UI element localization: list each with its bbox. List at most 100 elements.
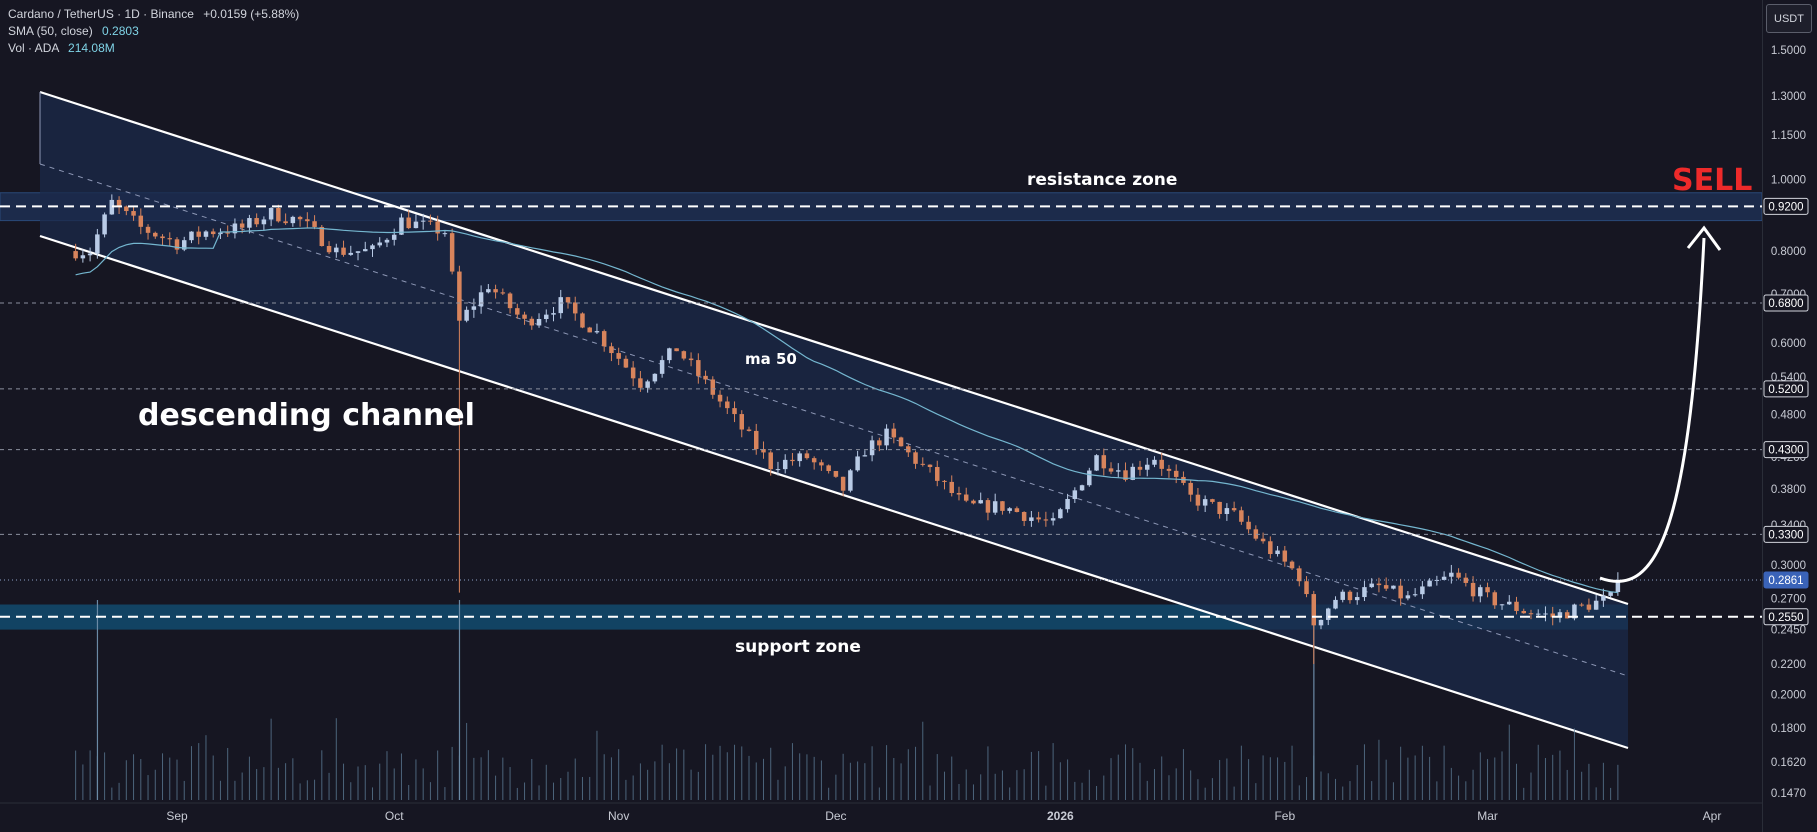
candle-body [515,308,520,315]
volume-bar [1240,745,1242,800]
volume-bar [198,743,200,800]
volume-spike-bar [1313,600,1315,800]
volume-bar [661,744,663,800]
volume-bar [741,746,743,800]
candle-body [667,348,672,361]
candle-body [1528,613,1534,615]
y-tick-label: 0.2700 [1771,594,1806,606]
volume-bar [1277,757,1279,800]
volume-bar [176,759,178,800]
volume-bar [350,782,352,800]
volume-bar [227,747,229,800]
price-label-text: 0.2550 [1768,612,1803,624]
legend-sma-row[interactable]: SMA (50, close) 0.2803 [8,23,299,40]
volume-bar [1414,755,1416,800]
volume-bar [1552,754,1554,800]
candle-body [305,219,310,222]
volume-bar [799,753,801,800]
volume-bar [212,755,214,800]
currency-button[interactable]: USDT [1766,4,1812,33]
volume-bar [639,763,641,800]
candle-body [594,331,600,333]
volume-bar [1421,745,1423,800]
volume-bar [509,767,511,800]
candle-body [1188,482,1193,495]
volume-bar [1523,787,1525,800]
candle-body [1579,604,1584,606]
volume-bar [987,746,989,800]
volume-bar [1342,786,1344,800]
candle-body [725,401,730,409]
price-label-text: 0.6800 [1768,298,1803,310]
volume-bar [205,735,207,800]
candle-body [1463,577,1469,583]
candle-body [580,313,585,328]
volume-bar [632,775,634,800]
candle-body [95,234,100,254]
channel-layer [39,90,1629,750]
y-tick-label: 0.6000 [1771,338,1806,350]
candle-body [160,236,165,239]
volume-bar [408,784,410,800]
volume-bar [784,766,786,800]
volume-bar [922,721,924,800]
legend-title-row[interactable]: Cardano / TetherUS · 1D · Binance +0.015… [8,6,299,23]
candle-body [1195,494,1201,506]
sma-value: 0.2803 [102,24,139,38]
price-label-box [1763,571,1809,589]
volume-bar [886,745,888,800]
volume-bar [864,763,866,800]
candle-body [572,302,578,314]
candle-body [1217,501,1222,514]
volume-bar [1226,758,1228,800]
sma-50-line [75,227,1618,594]
volume-bar [791,743,793,800]
channel-lower-line [39,234,1629,750]
x-tick-label: Feb [1274,809,1295,823]
candle-body [1065,499,1070,510]
volume-bar [1219,759,1221,800]
candle-body [551,313,556,315]
symbol-title[interactable]: Cardano / TetherUS · 1D · Binance [8,7,194,21]
volume-bar [1436,781,1438,800]
legend-vol-row[interactable]: Vol · ADA 214.08M [8,40,299,57]
candle-body [949,481,954,494]
candle-body [247,218,252,228]
price-label-box [1763,441,1809,459]
volume-bar [936,754,938,800]
volume-bar [1175,768,1177,800]
volume-bar [538,785,540,800]
candle-body [276,208,281,222]
candle-body [384,239,390,243]
candle-body [565,297,571,303]
volume-bar [473,757,475,800]
volume-bar [1443,745,1445,800]
volume-bar [1132,748,1134,800]
volume-bar [1516,763,1518,800]
candle-body [145,226,151,233]
volume-bar [104,752,106,800]
candle-body [239,223,245,228]
volume-bar [379,763,381,800]
volume-bar [502,757,504,800]
volume-bar [1139,762,1141,800]
volume-bar [1103,775,1105,800]
candle-body [1116,470,1121,472]
candle-body [442,233,448,235]
candle-body [1478,587,1483,597]
candle-body [1550,613,1555,618]
volume-bar [75,750,77,800]
y-tick-label: 0.1470 [1771,788,1806,800]
candle-body [659,360,665,374]
volume-bar [183,780,185,800]
volume-bar [480,757,482,800]
volume-bar [1458,775,1460,800]
x-tick-label: Apr [1703,809,1722,823]
candle-body [1354,597,1360,601]
volume-bar [770,747,772,800]
candle-body [478,292,484,307]
volume-bar [719,745,721,800]
volume-bar [647,769,649,800]
candle-body [1210,499,1215,502]
